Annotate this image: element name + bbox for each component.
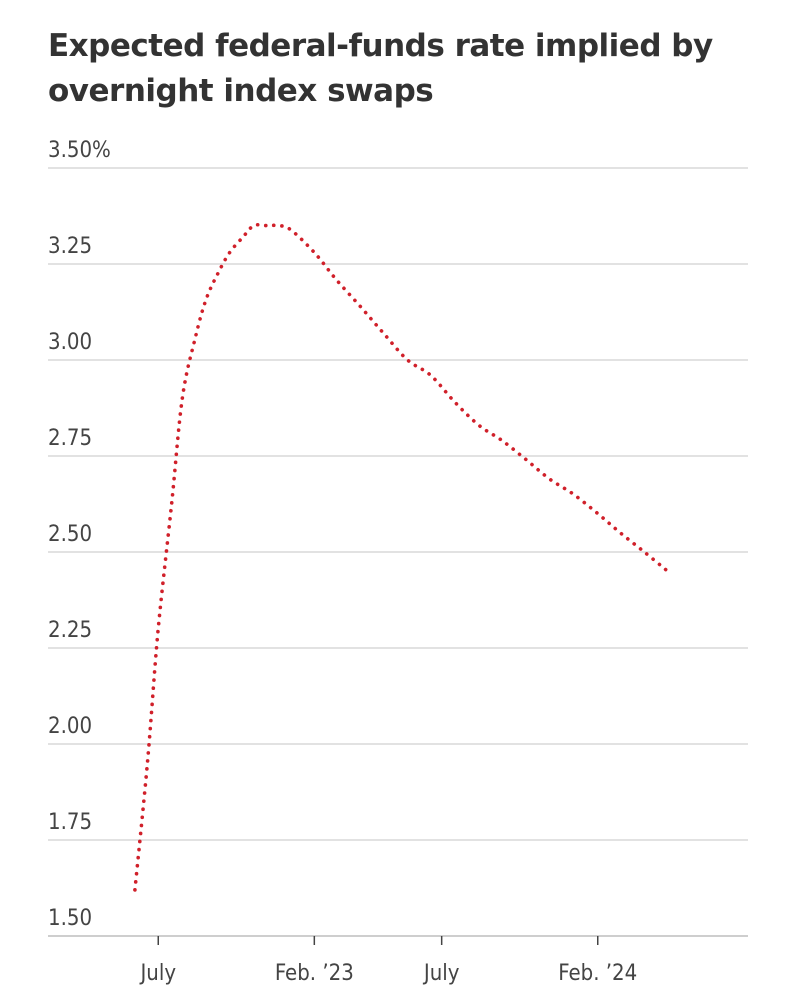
x-tick-label: July (138, 961, 176, 986)
y-tick-label: 3.50% (48, 138, 111, 163)
x-tick-label: July (422, 961, 460, 986)
x-tick-label: Feb. ’23 (275, 961, 354, 986)
y-tick-label: 1.75 (48, 810, 92, 835)
y-tick-label: 2.75 (48, 426, 92, 451)
y-tick-label: 2.50 (48, 522, 92, 547)
x-axis: July Feb. ’23 July Feb. ’24 (138, 936, 637, 986)
x-tick-label: Feb. ’24 (558, 961, 637, 986)
y-tick-label: 2.25 (48, 618, 92, 643)
series (133, 222, 670, 892)
gridlines (48, 167, 748, 937)
y-tick-label: 3.00 (48, 330, 92, 355)
y-tick-label: 2.00 (48, 714, 92, 739)
y-tick-label: 1.50 (48, 906, 92, 931)
y-tick-label: 3.25 (48, 234, 92, 259)
y-axis-labels: 3.50% 3.25 3.00 2.75 2.50 2.25 2.00 1.75 1.50 (48, 138, 111, 931)
chart-title: Expected federal-funds rate implied by o… (48, 28, 713, 109)
series-line (133, 222, 670, 892)
